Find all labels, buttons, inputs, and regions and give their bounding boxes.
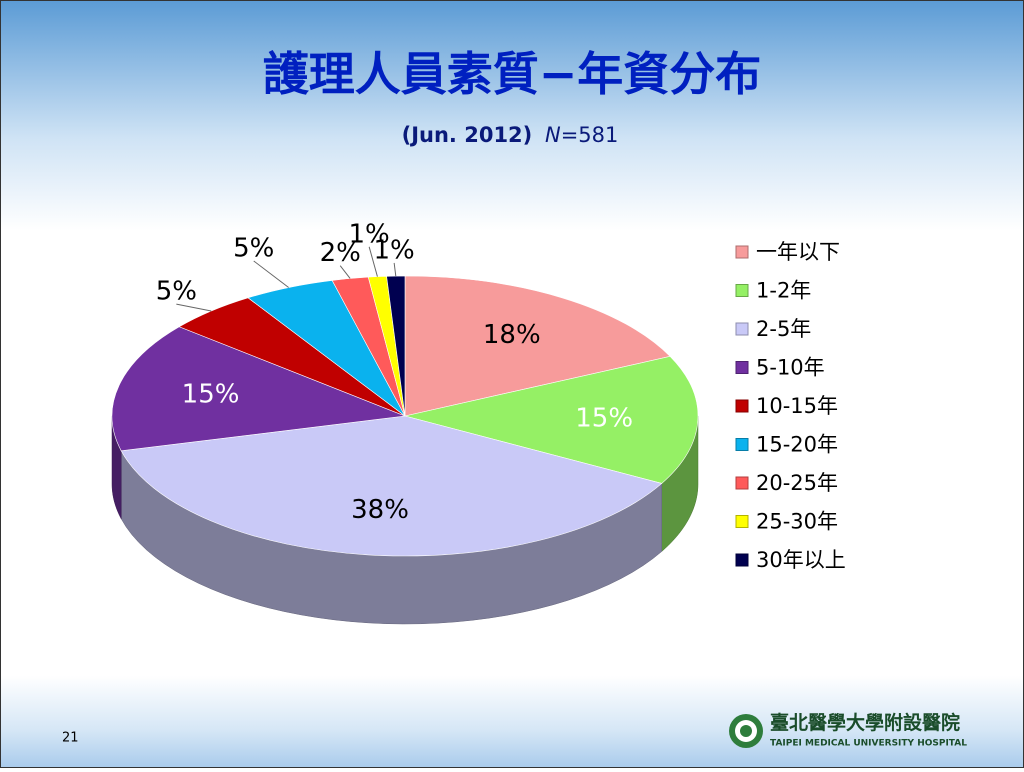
legend-label: 5-10年 bbox=[756, 356, 825, 380]
value-label: 5% bbox=[156, 277, 197, 307]
label-leader bbox=[253, 260, 289, 288]
legend: 一年以下 1-2年 2-5年 5-10年 10-15年 15-20年 20-25年 25-30… bbox=[735, 240, 846, 572]
legend-label: 25-30年 bbox=[756, 510, 838, 534]
legend-swatch bbox=[735, 553, 749, 567]
subtitle-date: (Jun. 2012) bbox=[402, 123, 533, 147]
pie-slice bbox=[404, 275, 671, 417]
logo-zh: 臺北醫學大學附設醫院 bbox=[770, 711, 960, 734]
legend-label: 10-15年 bbox=[756, 394, 838, 418]
legend-swatch bbox=[735, 322, 749, 336]
legend-label: 30年以上 bbox=[756, 548, 846, 572]
title: 護理人員素質−年資分布 bbox=[263, 47, 762, 101]
logo-emblem-core bbox=[740, 725, 752, 737]
legend-label: 15-20年 bbox=[756, 433, 838, 457]
legend-label: 2-5年 bbox=[756, 317, 811, 341]
value-label: 18% bbox=[483, 320, 541, 350]
logo: 臺北醫學大學附設醫院 TAIPEI MEDICAL UNIVERSITY HOS… bbox=[729, 711, 967, 749]
legend-label: 1-2年 bbox=[756, 279, 811, 303]
page-number: 21 bbox=[62, 731, 79, 746]
legend-label: 20-25年 bbox=[756, 471, 838, 495]
subtitle: (Jun. 2012) N=581 bbox=[402, 123, 619, 147]
pie-slice bbox=[111, 326, 406, 452]
value-label: 5% bbox=[233, 233, 274, 263]
legend-swatch bbox=[735, 284, 749, 297]
subtitle-n-text: =581 bbox=[561, 123, 619, 147]
value-label: 15% bbox=[182, 380, 240, 410]
legend-label: 一年以下 bbox=[756, 240, 840, 264]
value-label: 1% bbox=[349, 219, 390, 249]
label-leader bbox=[339, 265, 351, 279]
legend-swatch bbox=[735, 515, 749, 528]
logo-en: TAIPEI MEDICAL UNIVERSITY HOSPITAL bbox=[770, 739, 967, 749]
pie: 18%15%38%15%5%5% 2%1%1% bbox=[111, 219, 699, 625]
pie-slice bbox=[120, 415, 663, 557]
legend-swatch bbox=[735, 245, 749, 259]
label-leader bbox=[393, 262, 397, 277]
label-leader bbox=[368, 246, 378, 277]
legend-swatch bbox=[735, 476, 749, 490]
value-label: 15% bbox=[575, 403, 633, 433]
legend-swatch bbox=[735, 361, 749, 374]
label-leader bbox=[176, 303, 212, 312]
value-label: 2% bbox=[320, 238, 361, 268]
pie-slice bbox=[404, 356, 699, 484]
legend-swatch bbox=[735, 438, 749, 451]
subtitle-n-symbol: N bbox=[545, 123, 561, 147]
value-label: 38% bbox=[351, 495, 409, 525]
value-label: 1% bbox=[374, 235, 415, 265]
legend-swatch bbox=[735, 399, 749, 413]
